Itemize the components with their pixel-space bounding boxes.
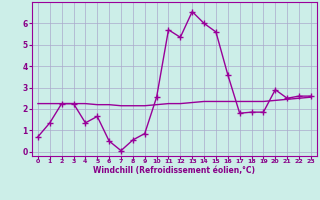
- X-axis label: Windchill (Refroidissement éolien,°C): Windchill (Refroidissement éolien,°C): [93, 166, 255, 175]
